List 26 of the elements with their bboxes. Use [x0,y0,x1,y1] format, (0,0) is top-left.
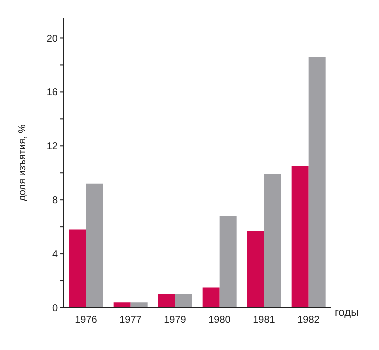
x-tick-label: 1982 [298,315,320,326]
bar [308,57,326,308]
y-tick-label: 8 [52,196,58,207]
bar [220,216,237,308]
y-tick-label: 0 [52,304,58,315]
x-tick-label: 1981 [253,315,276,326]
bar [264,174,282,308]
bar [69,230,86,308]
x-tick-label: 1979 [164,315,187,326]
x-axis-title: годы [335,306,360,319]
bar [202,288,220,308]
bar [114,302,131,308]
x-tick-label: 1977 [120,315,142,326]
x-tick-label: 1980 [208,315,232,326]
bar [130,302,148,308]
bar [175,294,192,308]
bar [158,294,176,308]
y-axis-title: доля изъятия, % [18,124,29,202]
bar [292,166,309,308]
y-tick-label: 16 [46,88,58,99]
y-tick-label: 4 [52,250,58,261]
bar [247,231,264,308]
x-tick-label: 1976 [75,315,98,326]
bar [86,184,104,308]
y-tick-label: 20 [46,34,58,45]
y-tick-label: 12 [46,142,58,153]
